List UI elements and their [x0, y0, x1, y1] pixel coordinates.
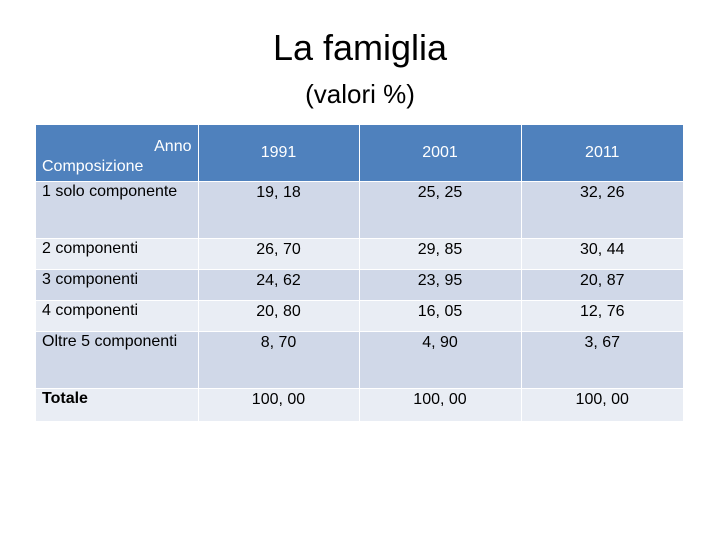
cell-value: 8, 70	[198, 331, 360, 389]
cell-value: 26, 70	[198, 238, 360, 270]
cell-value: 19, 18	[198, 181, 360, 239]
year-header-1991: 1991	[198, 125, 360, 182]
table-row: Oltre 5 componenti 8, 70 4, 90 3, 67	[36, 331, 683, 389]
cell-value: 24, 62	[198, 269, 360, 301]
table-row: 2 componenti 26, 70 29, 85 30, 44	[36, 238, 683, 270]
cell-value: 29, 85	[359, 238, 522, 270]
cell-value: 100, 00	[198, 388, 360, 422]
cell-value: 16, 05	[359, 300, 522, 332]
cell-value: 20, 87	[521, 269, 683, 301]
row-label: Totale	[36, 388, 199, 422]
cell-value: 20, 80	[198, 300, 360, 332]
cell-value: 23, 95	[359, 269, 522, 301]
cell-value: 32, 26	[521, 181, 683, 239]
page-subtitle: (valori %)	[305, 79, 415, 109]
table-row: 4 componenti 20, 80 16, 05 12, 76	[36, 300, 683, 332]
header-row: Anno Composizione 1991 2001 2011	[36, 125, 683, 182]
cell-value: 12, 76	[521, 300, 683, 332]
household-table: Anno Composizione 1991 2001 2011 1 solo …	[36, 125, 683, 422]
cell-value: 25, 25	[359, 181, 522, 239]
year-header-2011: 2011	[521, 125, 683, 182]
anno-label: Anno	[154, 137, 192, 155]
row-label: 2 componenti	[36, 238, 199, 270]
row-label: 3 componenti	[36, 269, 199, 301]
cell-value: 4, 90	[359, 331, 522, 389]
year-header-2001: 2001	[359, 125, 522, 182]
cell-value: 30, 44	[521, 238, 683, 270]
total-row: Totale 100, 00 100, 00 100, 00	[36, 388, 683, 422]
cell-value: 3, 67	[521, 331, 683, 389]
row-label: 4 componenti	[36, 300, 199, 332]
cell-value: 100, 00	[521, 388, 683, 422]
composizione-label: Composizione	[42, 157, 144, 175]
corner-header: Anno Composizione	[36, 125, 199, 182]
row-label: Oltre 5 componenti	[36, 331, 199, 389]
row-label: 1 solo componente	[36, 181, 199, 239]
table-row: 3 componenti 24, 62 23, 95 20, 87	[36, 269, 683, 301]
table-row: 1 solo componente 19, 18 25, 25 32, 26	[36, 181, 683, 239]
page-title: La famiglia	[272, 27, 448, 68]
cell-value: 100, 00	[359, 388, 522, 422]
